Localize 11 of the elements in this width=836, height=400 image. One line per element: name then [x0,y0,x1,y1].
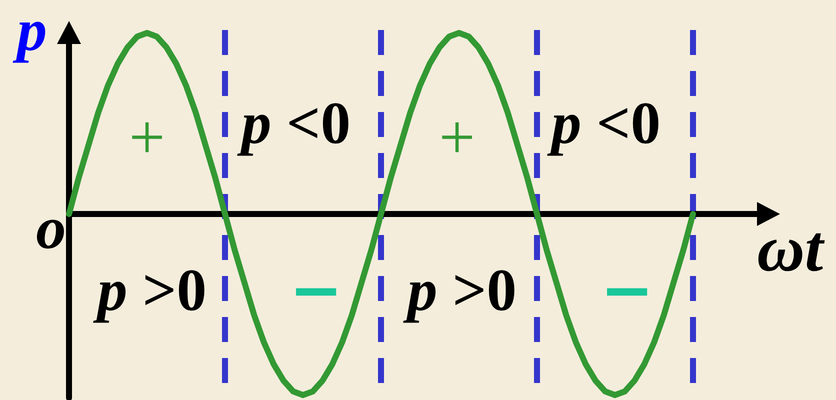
annotation: p <0 [546,90,661,156]
annotation: p >0 [92,257,207,323]
annotation: + [438,102,476,172]
text: o [36,195,66,261]
annotation: − [600,254,654,328]
annotation: p >0 [402,257,517,323]
x-axis-title: ωt [757,212,825,286]
annotation: + [128,102,166,172]
annotation: p <0 [236,90,351,156]
annotation: − [289,254,343,328]
y-axis-title: p [12,0,47,63]
